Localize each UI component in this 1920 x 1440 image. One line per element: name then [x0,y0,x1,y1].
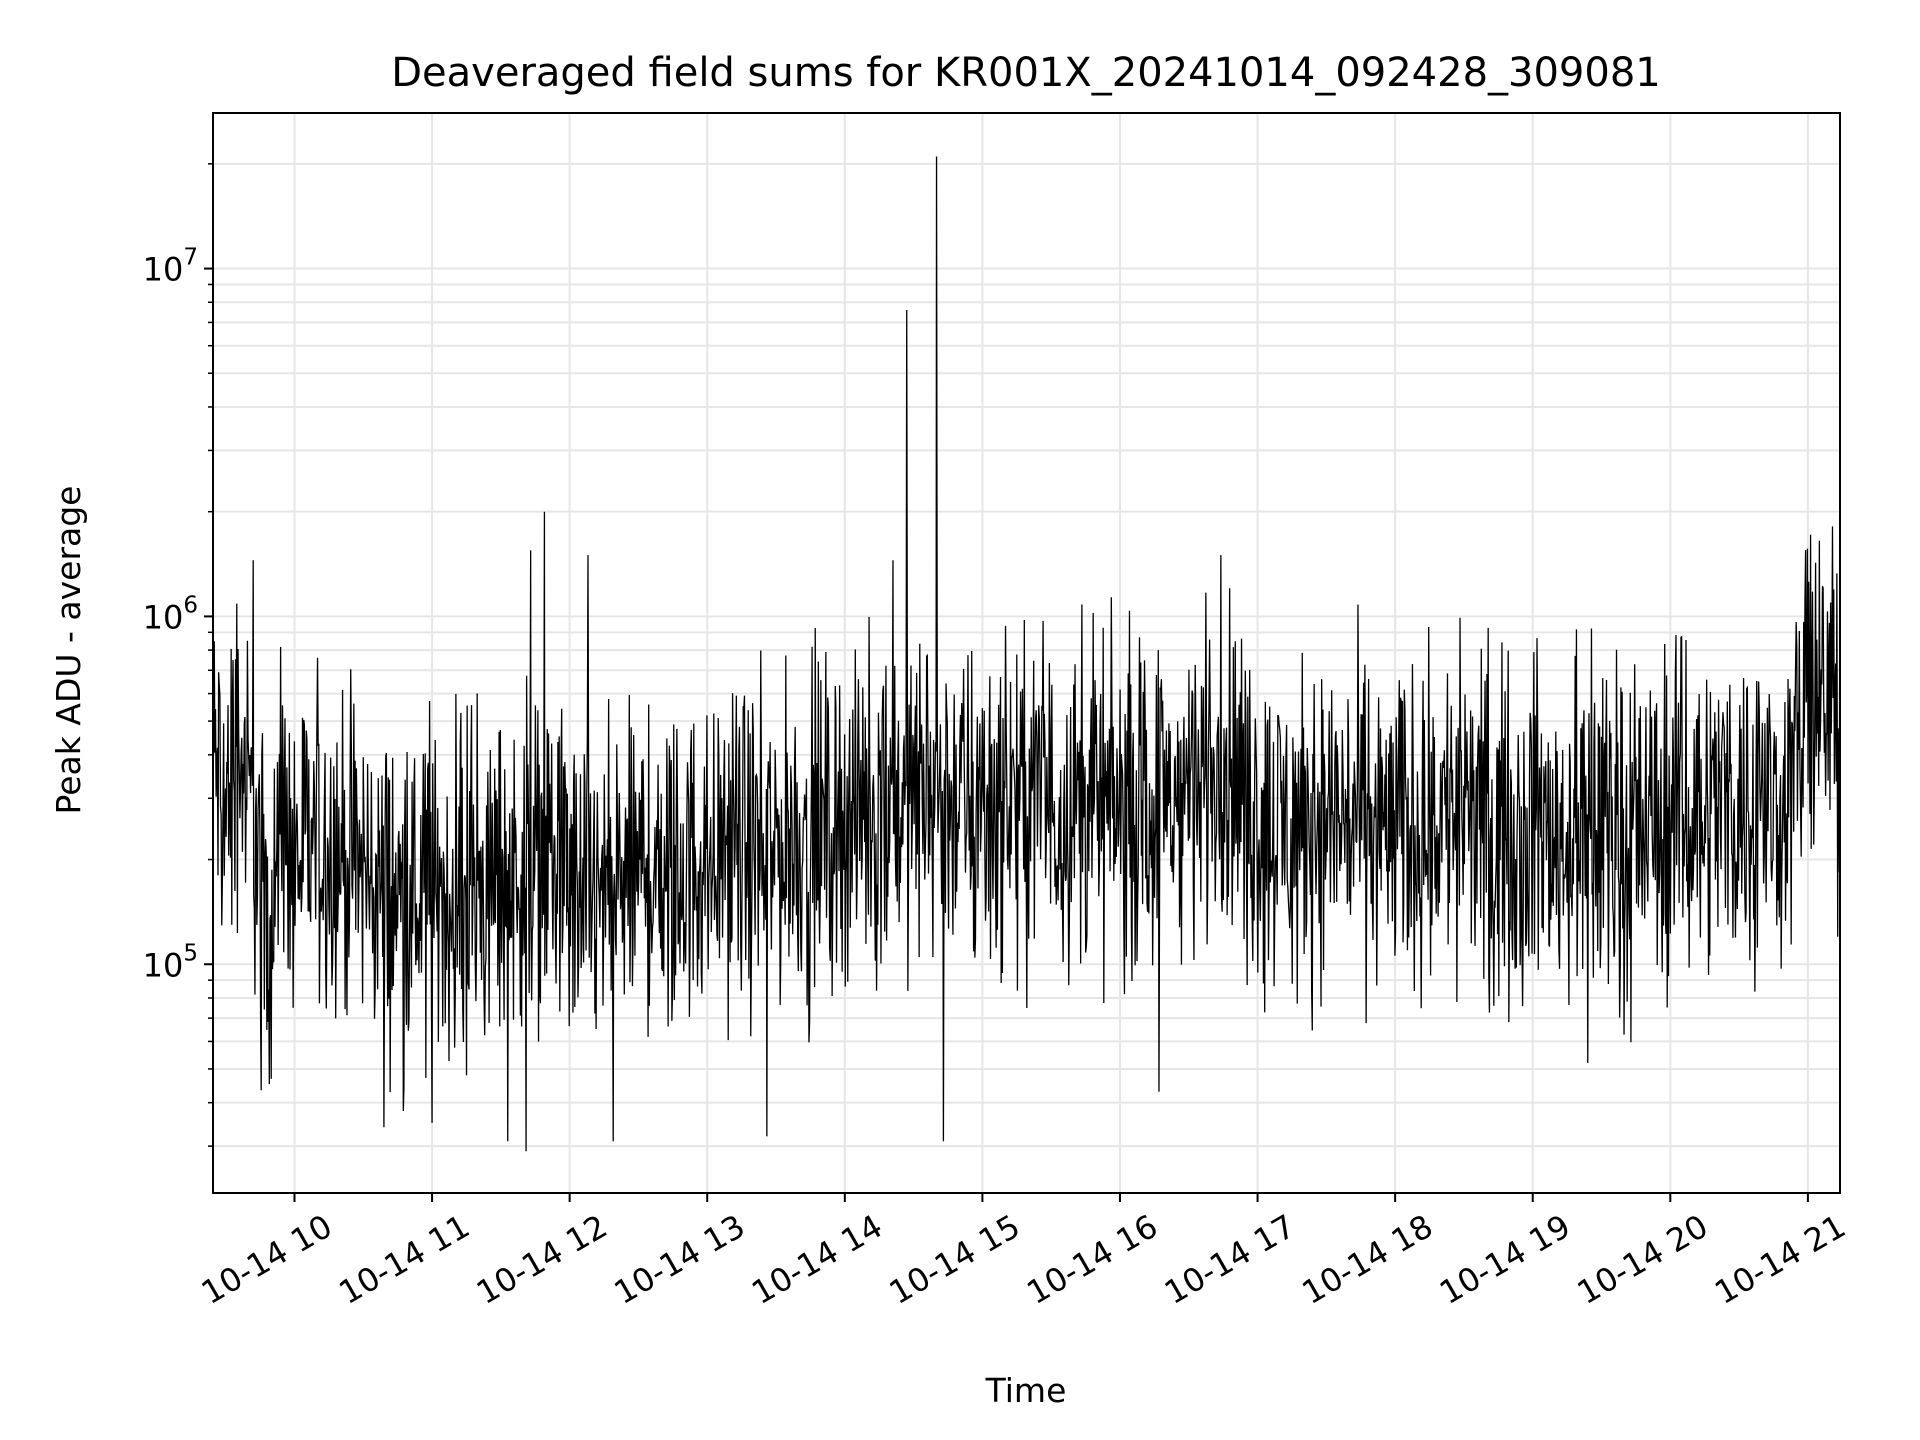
y-axis-ticks: 105 106 107 [143,163,213,1147]
series-line-group [212,156,1841,1152]
x-axis-label: Time [985,1371,1067,1410]
plot-frame [212,112,1841,1194]
y-tick-label: 106 [143,592,198,636]
grid-lines [213,113,1840,1193]
chart-title: Deaveraged field sums for KR001X_2024101… [391,50,1660,96]
data-series-line [212,156,1841,1152]
y-tick-label: 105 [143,940,198,984]
y-axis-label: Peak ADU - average [49,486,88,815]
y-tick-label: 107 [143,245,198,289]
